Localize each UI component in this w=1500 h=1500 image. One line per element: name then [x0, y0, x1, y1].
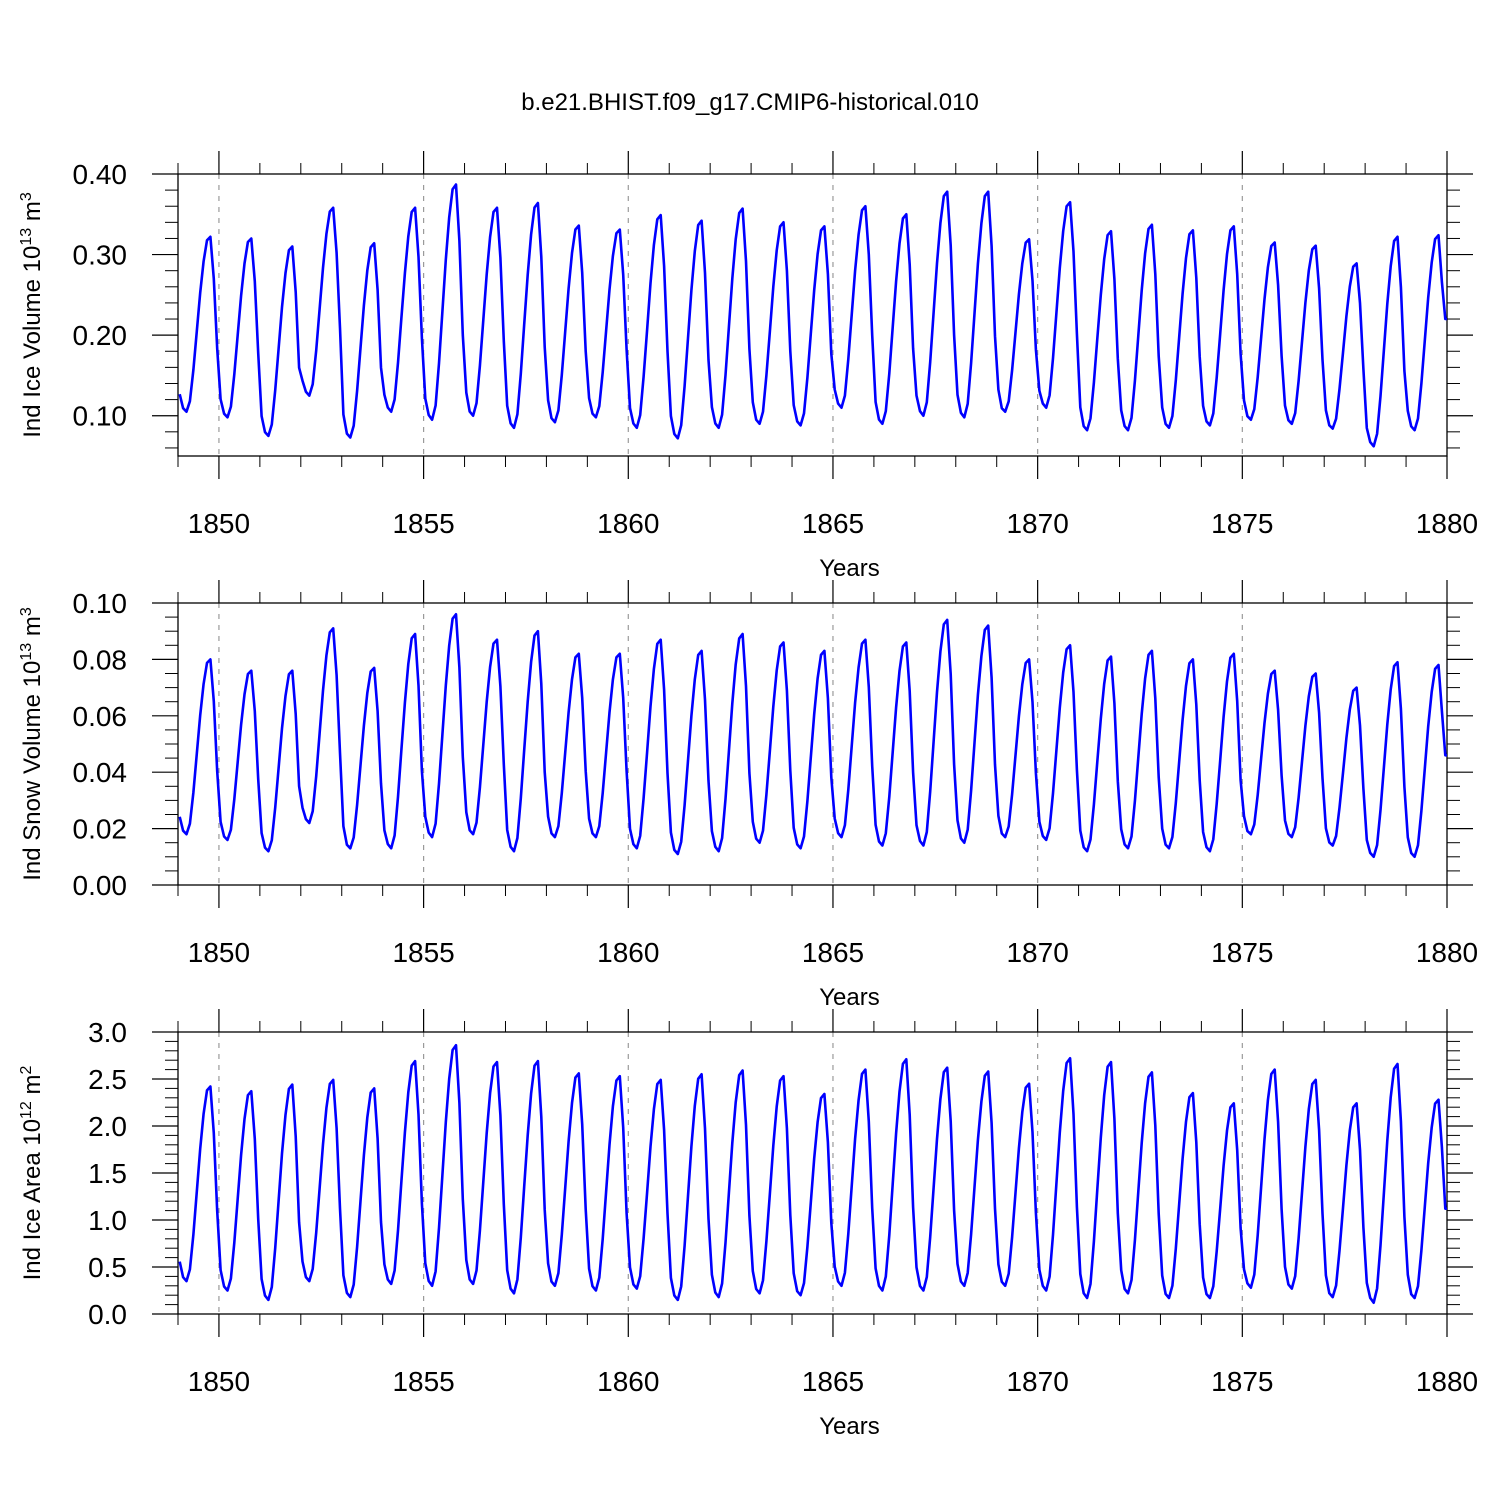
ice-area-y-tick-label: 3.0	[88, 1017, 127, 1048]
ice-area-x-tick-label: 1870	[1006, 1366, 1068, 1397]
ice-area-x-tick-label: 1860	[597, 1366, 659, 1397]
ice-volume-y-axis-label-exp: 13	[18, 228, 35, 246]
ice-volume-x-tick-label: 1865	[802, 508, 864, 539]
ice-area-y-axis-label-unit: m	[19, 1074, 46, 1101]
snow-volume-plot-frame	[177, 602, 1448, 886]
ice-area-y-axis-label-unit-exp: 2	[18, 1065, 35, 1074]
ice-volume-x-tick-label: 1860	[597, 508, 659, 539]
ice-area-y-tick-label: 1.5	[88, 1158, 127, 1189]
snow-volume-y-axis-label: Ind Snow Volume 1013 m3	[18, 607, 46, 881]
snow-volume-series-line	[178, 613, 1447, 859]
snow-volume-x-tick-label: 1870	[1006, 937, 1068, 968]
ice-volume-x-tick-label: 1875	[1211, 508, 1273, 539]
ice-volume-panel: 1850 1855 1860 1865 1870 1875 1880 0.10 0.20 0.30…	[18, 151, 1478, 582]
ice-volume-x-tick-label: 1880	[1416, 508, 1478, 539]
ice-volume-y-tick-label: 0.10	[73, 401, 128, 432]
ice-volume-x-tick-label: 1855	[392, 508, 454, 539]
ice-volume-y-axis-label-unit-exp: 3	[18, 192, 35, 201]
snow-volume-y-axis-label-exp: 13	[18, 643, 35, 661]
ice-volume-x-tick-label: 1870	[1006, 508, 1068, 539]
snow-volume-panel: 1850 1855 1860 1865 1870 1875 1880 0.00 0.02 0.04…	[18, 580, 1478, 1011]
ice-volume-y-tick-label: 0.30	[73, 240, 128, 271]
ice-area-x-tick-label: 1850	[188, 1366, 250, 1397]
ice-volume-plot-frame	[177, 173, 1448, 457]
snow-volume-y-axis-label-unit: m	[19, 616, 46, 643]
ice-area-y-tick-label: 0.5	[88, 1252, 127, 1283]
ice-area-y-axis-label-main: Ind Ice Area 10	[19, 1119, 46, 1280]
ice-volume-y-tick-label: 0.40	[73, 159, 128, 190]
ice-area-x-tick-label: 1875	[1211, 1366, 1273, 1397]
snow-volume-y-tick-label: 0.06	[73, 701, 128, 732]
ice-area-y-axis-label-exp: 12	[18, 1101, 35, 1119]
snow-volume-x-tick-label: 1875	[1211, 937, 1273, 968]
ice-volume-y-axis-label: Ind Ice Volume 1013 m3	[18, 192, 46, 438]
ice-area-x-tick-label: 1855	[392, 1366, 454, 1397]
ice-area-series-line	[178, 1043, 1447, 1304]
snow-volume-y-tick-label: 0.00	[73, 870, 128, 901]
ice-volume-y-axis-label-unit: m	[19, 201, 46, 228]
snow-volume-x-tick-label: 1850	[188, 937, 250, 968]
ice-volume-y-axis-label-main: Ind Ice Volume 10	[19, 246, 46, 438]
ice-volume-series-line	[178, 183, 1447, 448]
snow-volume-x-tick-label: 1880	[1416, 937, 1478, 968]
ice-area-y-tick-label: 2.0	[88, 1111, 127, 1142]
ice-area-x-axis-label: Years	[819, 1413, 880, 1440]
snow-volume-x-axis-label: Years	[819, 984, 880, 1011]
ice-area-panel: 1850 1855 1860 1865 1870 1875 1880 0.0 0.5 1.0 1.5…	[18, 1009, 1478, 1440]
snow-volume-x-tick-label: 1855	[392, 937, 454, 968]
snow-volume-y-tick-label: 0.04	[73, 757, 128, 788]
snow-volume-x-tick-label: 1860	[597, 937, 659, 968]
ice-area-x-tick-label: 1880	[1416, 1366, 1478, 1397]
ice-area-y-tick-label: 0.0	[88, 1299, 127, 1330]
snow-volume-y-tick-label: 0.02	[73, 814, 128, 845]
ice-volume-x-axis-label: Years	[819, 555, 880, 582]
ice-area-y-tick-label: 2.5	[88, 1064, 127, 1095]
snow-volume-x-tick-label: 1865	[802, 937, 864, 968]
snow-volume-y-axis-label-unit-exp: 3	[18, 607, 35, 616]
ice-area-x-tick-label: 1865	[802, 1366, 864, 1397]
snow-volume-y-tick-label: 0.10	[73, 588, 128, 619]
chart-title: b.e21.BHIST.f09_g17.CMIP6-historical.010	[521, 89, 979, 116]
ice-area-y-axis-label: Ind Ice Area 1012 m2	[18, 1065, 46, 1280]
ice-volume-y-tick-label: 0.20	[73, 320, 128, 351]
ice-area-y-tick-label: 1.0	[88, 1205, 127, 1236]
snow-volume-y-axis-label-main: Ind Snow Volume 10	[19, 661, 46, 881]
ice-area-plot-frame	[177, 1031, 1448, 1315]
ice-volume-x-tick-label: 1850	[188, 508, 250, 539]
snow-volume-y-tick-label: 0.08	[73, 644, 128, 675]
